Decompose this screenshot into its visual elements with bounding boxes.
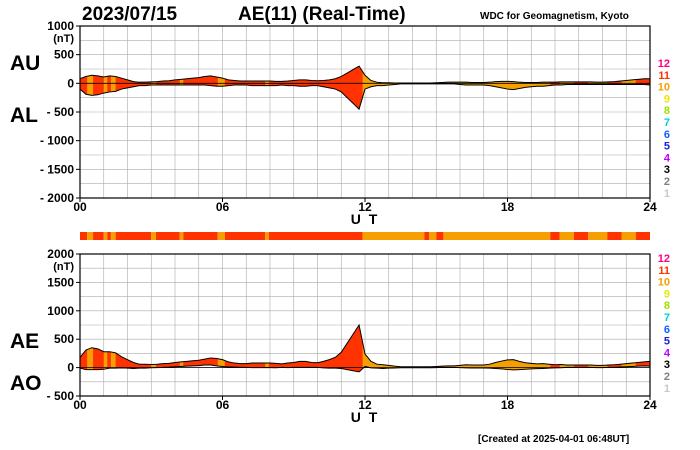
x-tick-label: 24 (643, 200, 657, 214)
station-level-11: 11 (658, 70, 670, 82)
x-tick-label: 12 (358, 398, 372, 412)
station-count-segment (217, 232, 225, 240)
ao-label: AO (10, 372, 42, 395)
station-level-3: 3 (664, 164, 670, 176)
station-level-11: 11 (658, 265, 670, 277)
al-label: AL (10, 104, 38, 127)
station-level-4: 4 (664, 152, 671, 164)
station-count-segment (621, 232, 636, 240)
created-timestamp: [Created at 2025-04-01 06:48UT] (478, 434, 630, 445)
station-count-segment (424, 232, 430, 240)
y-tick-label: 1000 (47, 304, 74, 318)
x-tick-label: 00 (73, 200, 87, 214)
station-count-segment (179, 232, 184, 240)
station-level-8: 8 (664, 300, 670, 312)
y-tick-label: - 1000 (40, 134, 74, 148)
station-count-segment (156, 232, 180, 240)
station-count-segment (87, 232, 94, 240)
station-count-segment (588, 232, 608, 240)
y-tick-label: - 500 (47, 389, 75, 403)
x-tick-label: 12 (358, 200, 372, 214)
x-axis-label: U T (351, 409, 380, 425)
station-level-10: 10 (658, 82, 670, 94)
station-level-1: 1 (664, 188, 670, 200)
x-tick-label: 18 (501, 200, 515, 214)
y-tick-label: 1500 (47, 275, 74, 289)
plot-title: AE(11) (Real-Time) (238, 4, 406, 25)
station-level-7: 7 (664, 312, 670, 324)
station-count-segment (362, 232, 425, 240)
station-level-2: 2 (664, 176, 670, 188)
station-count-shade (87, 66, 94, 110)
station-level-6: 6 (664, 129, 670, 141)
station-count-segment (80, 232, 88, 240)
station-level-8: 8 (664, 105, 670, 117)
station-level-4: 4 (664, 347, 671, 359)
plot-date: 2023/07/15 (82, 4, 178, 25)
data-source: WDC for Geomagnetism, Kyoto (480, 11, 629, 22)
al-series-line (79, 83, 651, 111)
y-axis-unit: (nT) (53, 33, 74, 45)
station-level-10: 10 (658, 277, 670, 289)
y-tick-label: 0 (67, 361, 74, 375)
station-level-3: 3 (664, 359, 670, 371)
x-tick-label: 06 (216, 398, 230, 412)
ae-label: AE (10, 330, 40, 353)
station-count-segment (429, 232, 437, 240)
station-count-segment (103, 232, 108, 240)
station-level-12: 12 (658, 253, 670, 265)
station-level-9: 9 (664, 93, 670, 105)
station-count-shade (110, 66, 116, 110)
y-axis-unit: (nT) (53, 261, 74, 273)
station-count-segment (265, 232, 269, 240)
y-tick-label: 0 (67, 76, 74, 90)
station-count-segment (268, 232, 363, 240)
station-level-1: 1 (664, 383, 670, 395)
station-count-segment (550, 232, 560, 240)
y-tick-label: 500 (54, 48, 74, 62)
station-count-segment (443, 232, 551, 240)
y-tick-label: 2000 (47, 247, 74, 261)
y-tick-label: 1000 (47, 19, 74, 33)
y-tick-label: - 500 (47, 105, 75, 119)
y-tick-label: 500 (54, 332, 74, 346)
ae-series-line (79, 323, 651, 368)
station-count-segment (183, 232, 218, 240)
station-level-6: 6 (664, 324, 670, 336)
x-tick-label: 24 (643, 398, 657, 412)
y-tick-label: - 1500 (40, 162, 74, 176)
station-count-segment (607, 232, 622, 240)
ae-ao-panel: 2000 1500 1000 500 0 - 500 (nT) 00 06 12 18 24 U T (47, 247, 657, 425)
station-count-strip (80, 232, 650, 240)
station-count-segment (436, 232, 444, 240)
station-count-shade (103, 66, 108, 110)
station-count-segment (635, 232, 650, 240)
station-level-5: 5 (664, 141, 670, 153)
au-series-line (79, 65, 650, 84)
y-tick-label: - 2000 (40, 191, 74, 205)
au-al-panel: 1000 500 0 - 500 - 1000 - 1500 - 2000 (nT) 00 06 1… (40, 19, 657, 227)
station-count-segment (559, 232, 574, 240)
station-count-segment (115, 232, 152, 240)
station-count-segment (93, 232, 104, 240)
x-axis-label: U T (351, 211, 380, 227)
station-level-2: 2 (664, 371, 670, 383)
station-level-5: 5 (664, 336, 670, 348)
au-label: AU (10, 52, 41, 75)
station-level-9: 9 (664, 288, 670, 300)
station-count-segment (107, 232, 111, 240)
x-tick-label: 00 (73, 398, 87, 412)
station-count-segment (110, 232, 116, 240)
station-level-7: 7 (664, 117, 670, 129)
station-count-segment (151, 232, 156, 240)
station-level-12: 12 (658, 58, 670, 70)
station-count-segment (574, 232, 589, 240)
x-tick-label: 06 (216, 200, 230, 214)
x-tick-label: 18 (501, 398, 515, 412)
station-count-segment (224, 232, 266, 240)
